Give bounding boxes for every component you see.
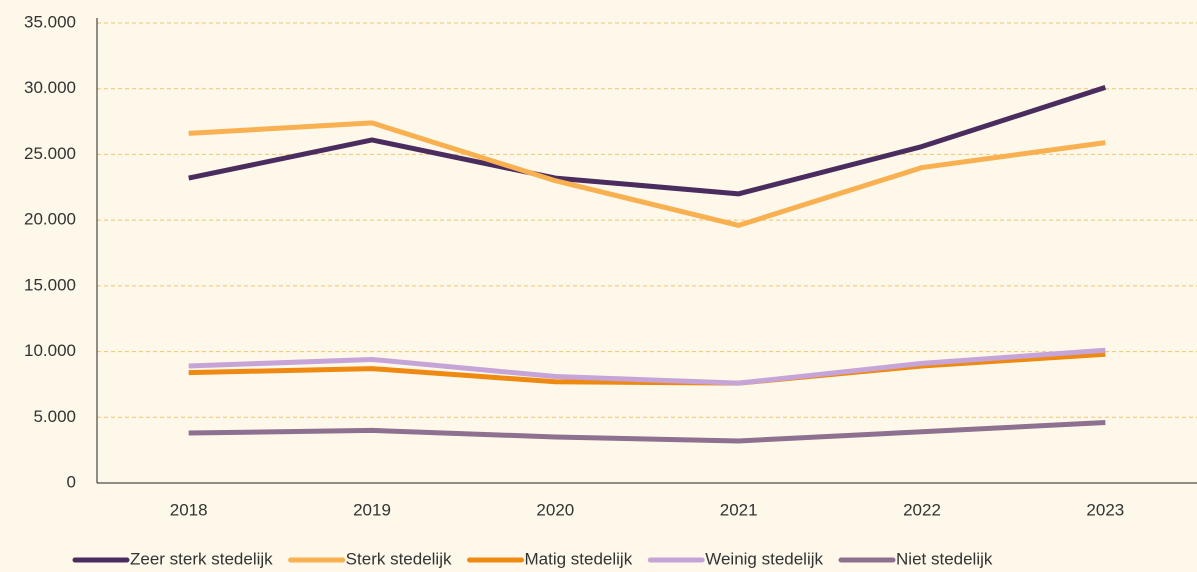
series-line: [188, 351, 1106, 386]
legend-label: Matig stedelijk: [525, 549, 633, 568]
series-line: [188, 85, 1107, 197]
x-tick-label: 2020: [536, 500, 574, 519]
y-tick-label: 20.000: [24, 210, 76, 229]
y-tick-label: 30.000: [24, 78, 76, 97]
legend-label: Weinig stedelijk: [705, 549, 823, 568]
x-tick-label: 2019: [353, 500, 391, 519]
x-tick-label: 2018: [170, 500, 208, 519]
legend-label: Zeer sterk stedelijk: [130, 549, 273, 568]
y-tick-label: 5.000: [33, 407, 76, 426]
y-tick-label: 25.000: [24, 144, 76, 163]
y-tick-label: 10.000: [24, 341, 76, 360]
series-line: [188, 120, 1106, 228]
y-tick-label: 0: [67, 472, 76, 491]
legend-label: Niet stedelijk: [896, 549, 993, 568]
legend-label: Sterk stedelijk: [346, 549, 452, 568]
series-line: [188, 420, 1106, 444]
x-tick-label: 2021: [720, 500, 758, 519]
series-line: [188, 347, 1106, 386]
x-tick-label: 2023: [1086, 500, 1124, 519]
y-tick-label: 35.000: [24, 12, 76, 31]
y-tick-label: 15.000: [24, 275, 76, 294]
x-tick-label: 2022: [903, 500, 941, 519]
